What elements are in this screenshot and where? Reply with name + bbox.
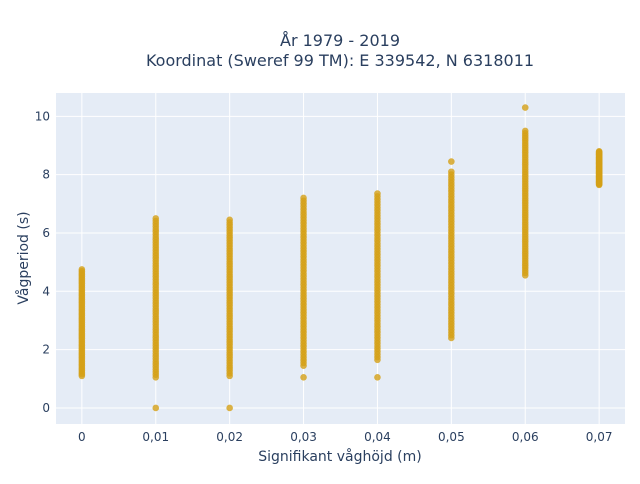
y-tick-label: 10	[35, 109, 50, 123]
data-point	[595, 148, 603, 155]
data-point	[374, 190, 381, 197]
data-point-outlier	[300, 374, 307, 381]
data-point	[521, 127, 529, 135]
x-tick-label: 0,03	[290, 430, 317, 444]
y-tick-label: 8	[42, 168, 50, 182]
data-point-outlier	[521, 104, 529, 111]
x-axis-label: Signifikant våghöjd (m)	[258, 448, 421, 465]
x-tick-label: 0,02	[216, 430, 243, 444]
data-point-outlier	[448, 158, 455, 165]
data-point	[78, 266, 86, 273]
y-tick-label: 2	[42, 343, 50, 357]
x-tick-label: 0,04	[364, 430, 391, 444]
x-tick-label: 0,05	[438, 430, 465, 444]
x-axis-ticks: 0 0,01 0,02 0,03 0,04 0,05 0,06 0,07	[78, 430, 612, 444]
y-axis-label: Vågperiod (s)	[15, 211, 32, 304]
y-tick-label: 0	[42, 401, 50, 415]
data-points	[78, 104, 603, 412]
data-point	[300, 194, 307, 202]
data-point-outlier	[226, 404, 233, 412]
y-axis-ticks: 0 2 4 6 8 10	[35, 109, 50, 415]
x-tick-label: 0,01	[142, 430, 169, 444]
x-tick-label: 0,06	[512, 430, 539, 444]
x-tick-label: 0	[78, 430, 86, 444]
chart-title-line2: Koordinat (Sweref 99 TM): E 339542, N 63…	[146, 51, 534, 70]
data-point-outlier	[374, 374, 381, 381]
data-point	[226, 216, 233, 224]
plot-background	[56, 93, 625, 424]
y-tick-label: 6	[42, 226, 50, 240]
chart-title-line1: År 1979 - 2019	[280, 31, 400, 50]
data-point	[152, 215, 160, 222]
y-tick-label: 4	[42, 284, 50, 298]
data-point	[448, 168, 455, 176]
x-tick-label: 0,07	[586, 430, 613, 444]
data-point-outlier	[152, 404, 160, 412]
